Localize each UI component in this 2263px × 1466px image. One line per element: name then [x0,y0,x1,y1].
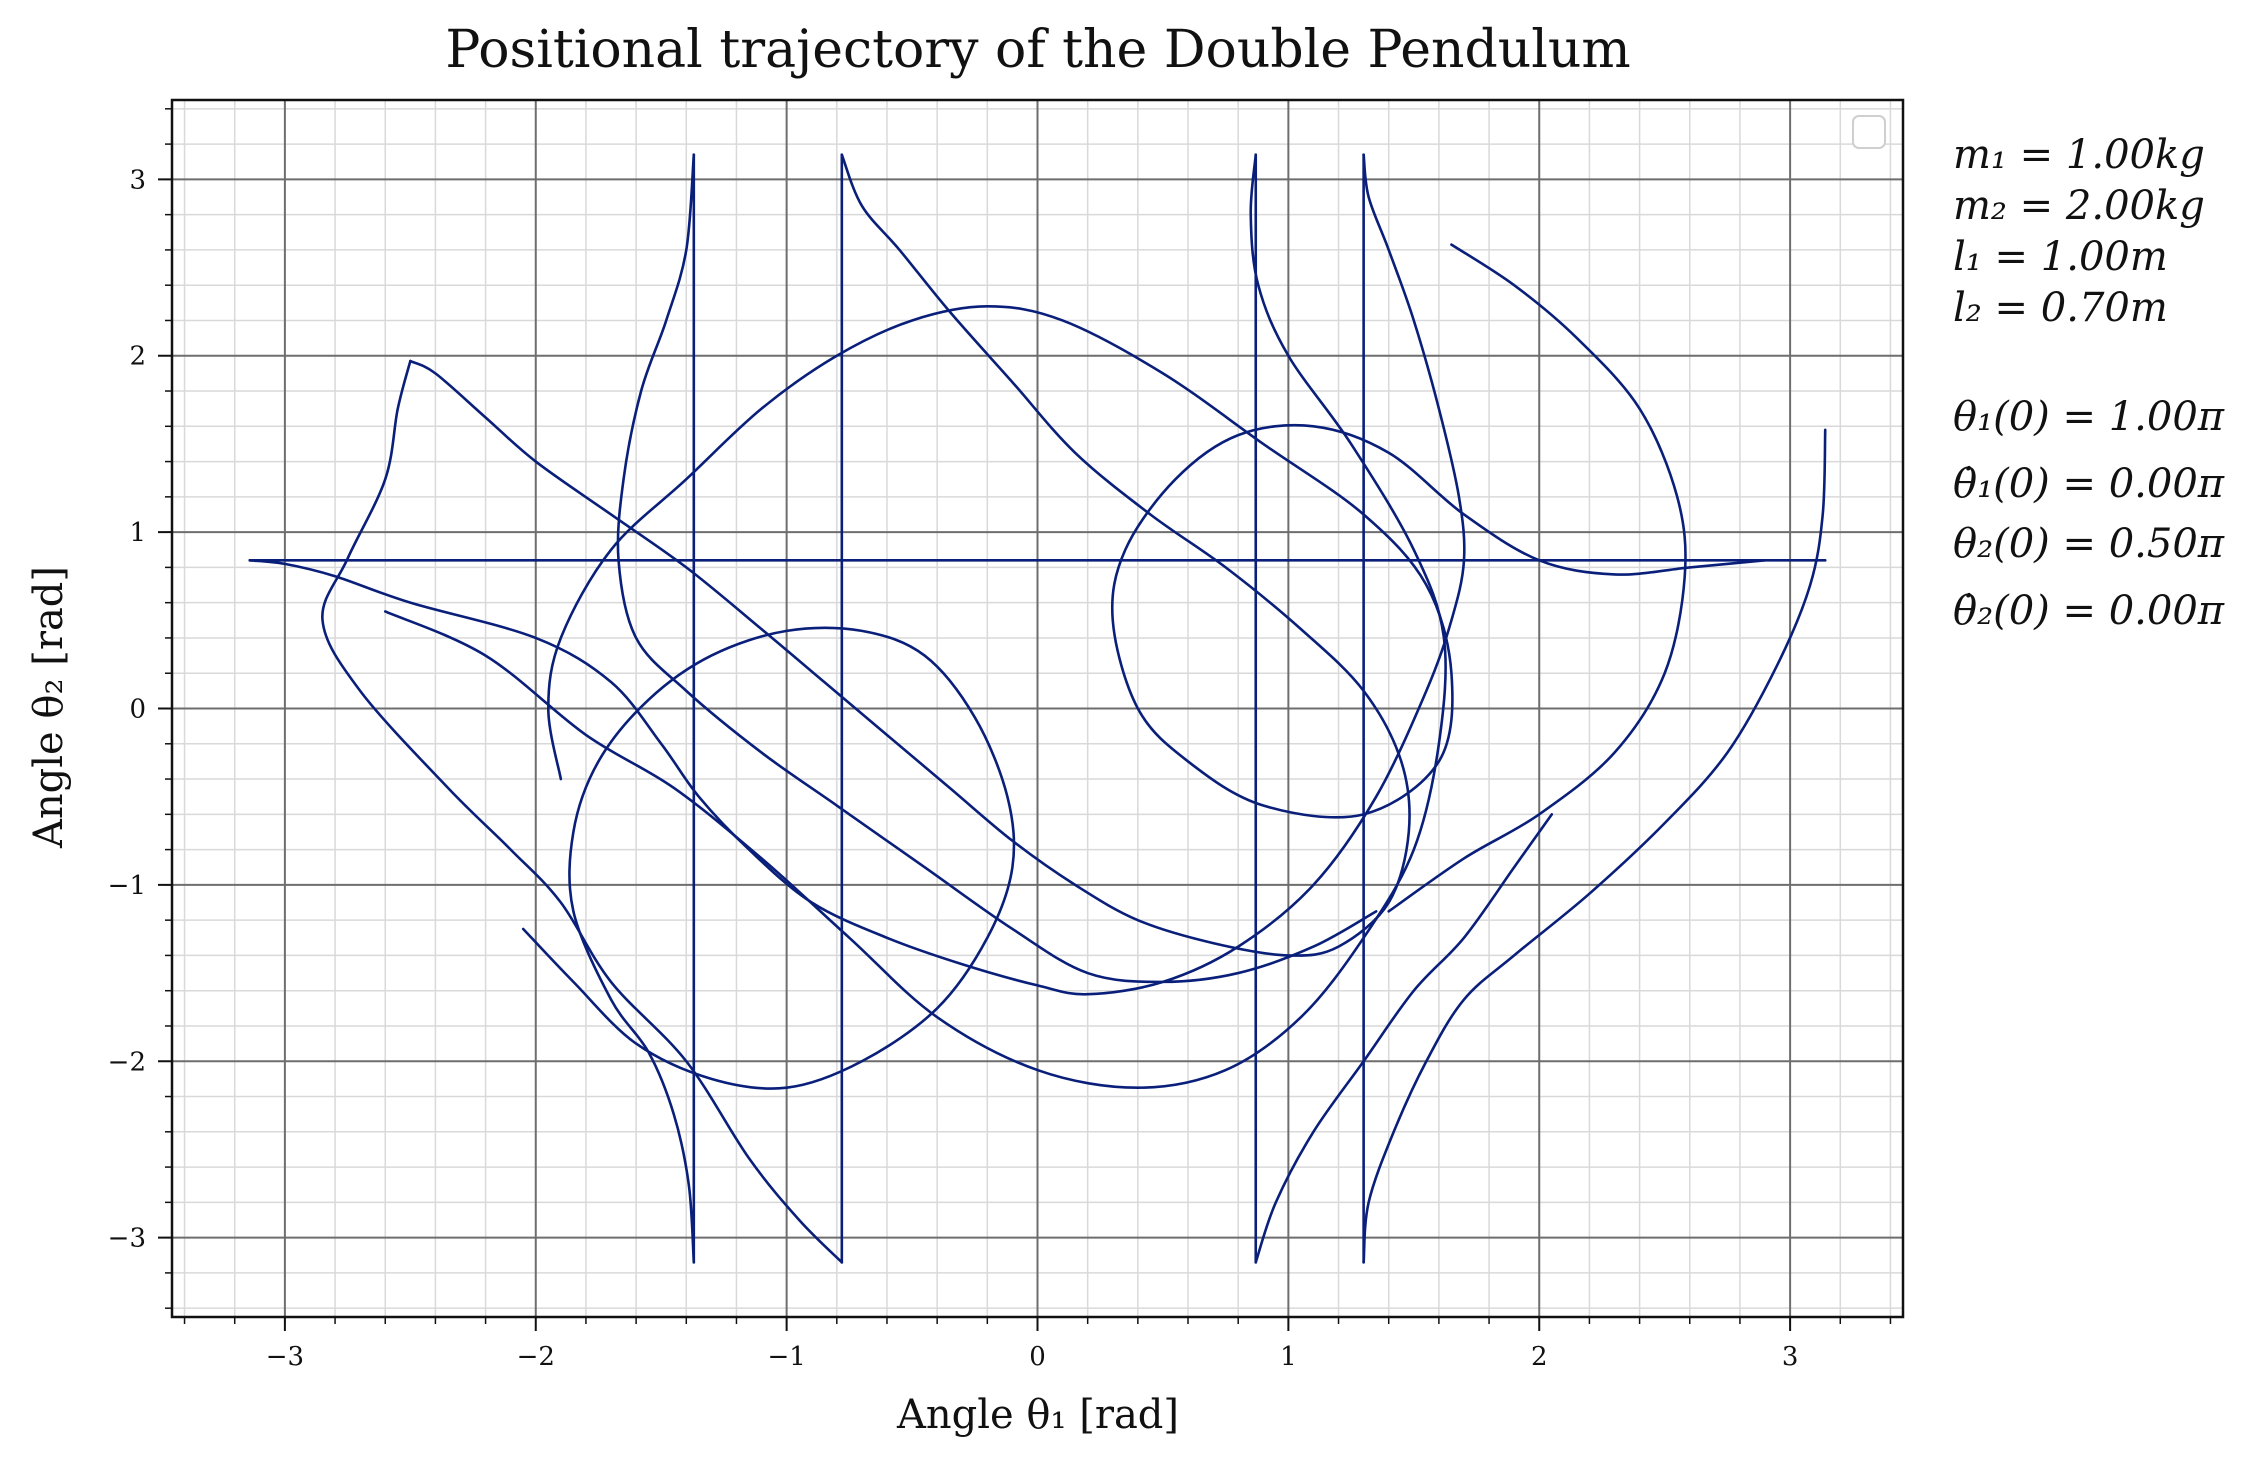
x-tick-label: 1 [1280,1342,1297,1372]
parameter-annotations: m₁ = 1.00kg m₂ = 2.00kg l₁ = 1.00m l₂ = … [1953,132,2225,634]
param-theta2dot-0: θ̇₂(0) = 0.00π [1953,588,2225,634]
y-axis-label: Angle θ₂ [rad] [26,566,72,849]
y-tick-label: 1 [129,518,146,548]
trajectory-line-1-2 [321,359,844,1264]
trajectory-line-3-2 [1254,813,1554,1264]
param-theta2-0: θ₂(0) = 0.50π [1953,521,2225,567]
y-tick-label: −3 [108,1224,146,1254]
trajectory-line-2-0 [521,626,1016,1264]
trajectory-line-1-0 [409,153,1411,957]
y-tick-label: −2 [108,1047,146,1077]
x-tick-label: 3 [1782,1342,1799,1372]
x-tick-label: −2 [517,1342,555,1372]
param-l1: l₁ = 1.00m [1953,234,2168,280]
y-tick-label: 3 [129,165,146,195]
param-m1: m₁ = 1.00kg [1953,132,2205,178]
param-theta1dot-0: θ̇₁(0) = 0.00π [1953,461,2225,507]
param-theta1-0: θ₁(0) = 1.00π [1953,394,2225,440]
trajectory-line-4-0 [547,305,1767,819]
x-axis-label: Angle θ₁ [rad] [896,1392,1179,1438]
trajectory-line-0-1 [248,153,1466,996]
x-tick-label: −1 [767,1342,805,1372]
param-l2: l₂ = 0.70m [1953,285,2168,331]
trajectory-line-3-0 [383,153,1447,1090]
trajectory-series [248,153,1827,1264]
y-tick-label: −1 [108,871,146,901]
y-tick-label: 0 [129,695,146,725]
x-tick-label: 0 [1029,1342,1046,1372]
trajectory-line-0-3 [1362,428,1827,1264]
trajectory-line-3-3 [1387,243,1687,913]
trajectory-line-2-2 [616,153,1378,984]
major-grid [172,100,1903,1317]
y-tick-label: 2 [129,342,146,372]
param-m2: m₂ = 2.00kg [1953,183,2205,229]
x-tick-label: 2 [1531,1342,1548,1372]
chart-title: Positional trajectory of the Double Pend… [445,20,1630,80]
axis-ticks: −3 −2 −1 0 1 2 3 −3 −2 −1 0 1 2 3 [108,108,1892,1372]
legend-box [1852,115,1886,149]
x-tick-label: −3 [266,1342,304,1372]
